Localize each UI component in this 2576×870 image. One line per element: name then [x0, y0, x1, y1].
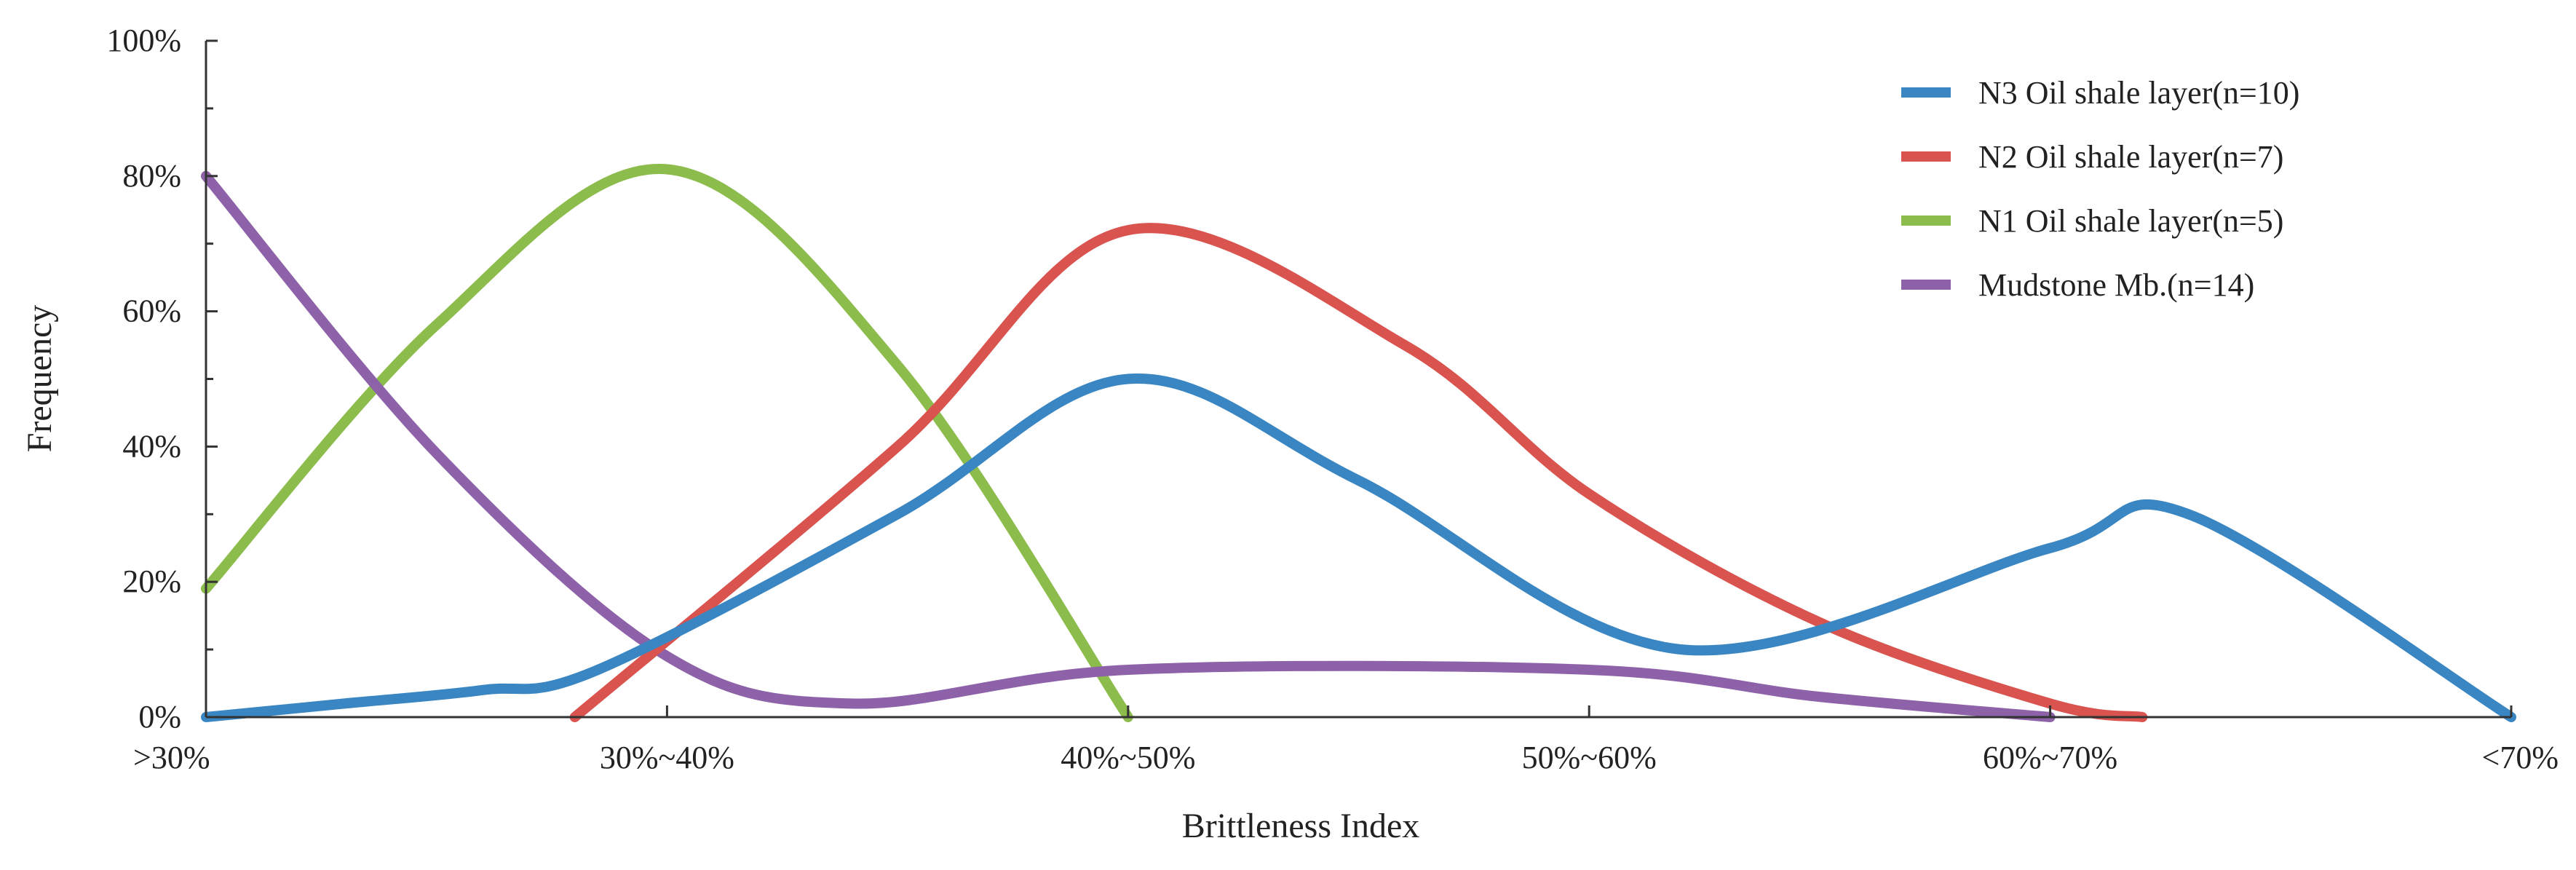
y-tick-label: 20%	[122, 563, 181, 599]
x-ticks-group: >30% 30%~40% 40%~50% 50%~60% 60%~70% <70%	[133, 705, 2559, 775]
legend-label-2: N1 Oil shale layer(n=5)	[1978, 203, 2283, 239]
series-line-0	[201, 373, 2516, 722]
legend: N3 Oil shale layer(n=10) N2 Oil shale lay…	[1901, 75, 2299, 303]
x-tick-label: 60%~70%	[1983, 740, 2117, 775]
x-tick-label: <70%	[2482, 740, 2559, 775]
y-tick-label: 40%	[122, 428, 181, 464]
x-tick-label: >30%	[133, 740, 210, 775]
y-axis-title: Frequency	[20, 305, 59, 453]
series-line-1	[569, 223, 2148, 722]
x-tick-label: 50%~60%	[1522, 740, 1657, 775]
x-axis-title: Brittleness Index	[1182, 807, 1420, 845]
y-tick-label: 0%	[138, 699, 181, 735]
y-tick-label: 60%	[122, 293, 181, 329]
legend-label-1: N2 Oil shale layer(n=7)	[1978, 139, 2283, 175]
series-line-2	[201, 164, 1133, 722]
legend-label-3: Mudstone Mb.(n=14)	[1978, 267, 2254, 303]
y-tick-label: 100%	[106, 23, 181, 58]
series-line-3	[201, 170, 2056, 722]
y-tick-label: 80%	[122, 158, 181, 194]
y-ticks-group: 0% 20% 40% 60% 80% 100%	[106, 23, 218, 735]
legend-label-0: N3 Oil shale layer(n=10)	[1978, 75, 2299, 111]
x-tick-label: 40%~50%	[1061, 740, 1195, 775]
x-tick-label: 30%~40%	[600, 740, 734, 775]
plot-series-group	[201, 164, 2516, 722]
